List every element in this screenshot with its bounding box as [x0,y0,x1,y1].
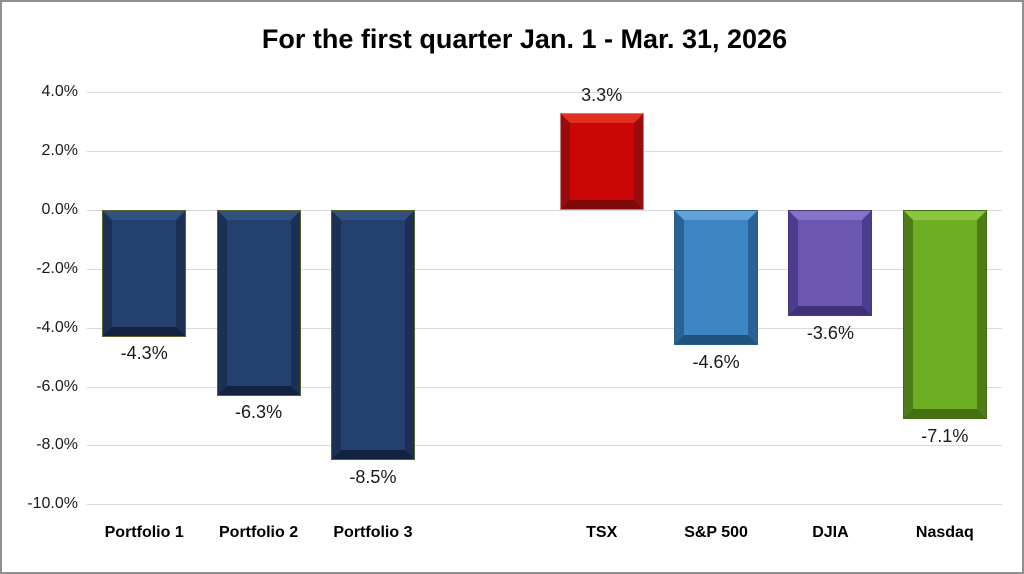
gridline [87,151,1002,152]
gridline [87,269,1002,270]
bar-data-label: -4.6% [692,352,740,372]
y-axis-tick-label: 0.0% [41,201,78,218]
bar-data-label: -3.6% [806,323,854,343]
gridline [87,445,1002,446]
chart-title: For the first quarter Jan. 1 - Mar. 31, … [261,24,788,54]
gridline [87,504,1002,505]
y-axis-tick-label: -10.0% [27,495,78,512]
category-label: Portfolio 3 [333,524,413,541]
bar-data-label: -4.3% [120,343,168,363]
gridline [87,92,1002,93]
bar-data-label: -8.5% [349,467,397,487]
category-label: TSX [586,524,618,541]
bar-data-label: -7.1% [921,426,969,446]
bar-bevel [218,211,300,395]
gridline [87,210,1002,211]
bar [560,113,644,210]
bar-bevel [904,211,986,418]
bar-bevel [561,114,643,209]
bar-data-label: -6.3% [235,402,283,422]
category-label: Portfolio 2 [219,524,299,541]
bar-data-label: 3.3% [581,85,623,105]
bar-bevel [789,211,871,315]
bar [102,210,186,337]
y-axis-tick-label: -2.0% [36,260,78,277]
bar-bevel [675,211,757,344]
y-axis-tick-label: -6.0% [36,378,78,395]
bar-bevel [332,211,414,459]
bar [903,210,987,419]
bar [217,210,301,396]
y-axis-tick-label: 4.0% [41,83,78,100]
gridline [87,387,1002,388]
y-axis-tick-label: -8.0% [36,436,78,453]
y-axis-tick-label: -4.0% [36,319,78,336]
bar [788,210,872,316]
category-label: Portfolio 1 [104,524,184,541]
bar-bevel [103,211,185,336]
category-label: DJIA [812,524,849,541]
bar [331,210,415,460]
category-label: S&P 500 [684,524,748,541]
category-label: Nasdaq [915,524,974,541]
bar [674,210,758,345]
gridline [87,328,1002,329]
y-axis-tick-label: 2.0% [41,142,78,159]
